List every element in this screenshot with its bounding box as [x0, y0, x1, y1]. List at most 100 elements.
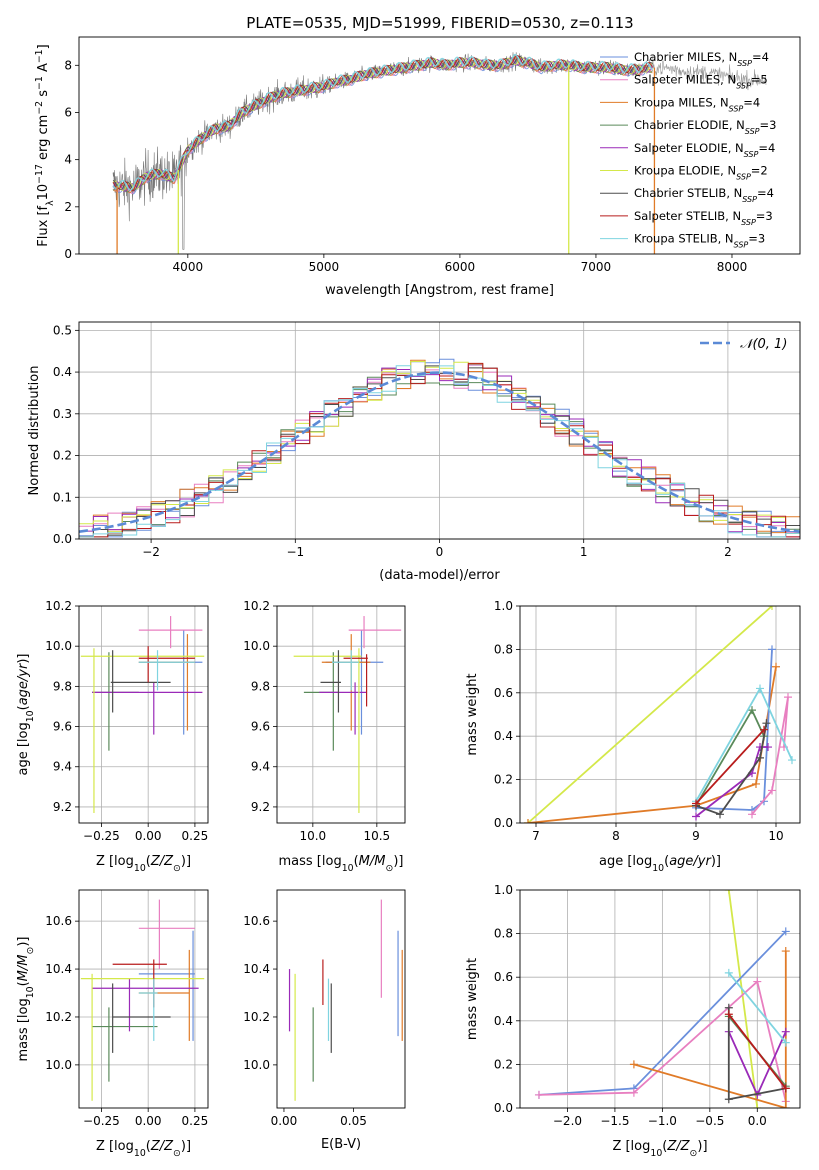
weight-marker [772, 662, 780, 671]
weight-line [728, 972, 787, 1044]
y-tick-label: 4 [64, 153, 72, 167]
axes-frame [78, 605, 209, 824]
model-spectrum-line [112, 58, 653, 195]
y-tick-label: 9.4 [53, 760, 72, 774]
x-axis-label: Z [log10(Z/Z⊙)] [612, 1139, 707, 1159]
weight-marker [788, 756, 796, 765]
x-tick-label: −1 [286, 545, 304, 559]
x-tick-label: 10.5 [363, 829, 390, 843]
y-tick-label: 10.2 [243, 599, 270, 613]
model-spectrum-line [112, 56, 653, 194]
plot-area [288, 899, 403, 1101]
axes-frame [519, 889, 801, 1109]
x-tick-label: −2.0 [553, 1114, 582, 1128]
plot-area [524, 606, 796, 823]
weight-marker [753, 1104, 762, 1108]
legend-label: Salpeter MILES, NSSP=5 [634, 73, 768, 91]
y-tick-label: 10.6 [243, 914, 270, 928]
x-tick-label: 8000 [717, 260, 748, 274]
y-axis-label: age [log10(age/yr)] [16, 653, 36, 775]
x-tick-label: 0.25 [182, 1114, 209, 1128]
normal-curve-line [79, 371, 800, 533]
x-tick-label: −2 [142, 545, 160, 559]
y-tick-label: 0.5 [53, 323, 72, 337]
y-tick-label: 0.8 [494, 642, 513, 656]
y-tick-label: 10.4 [243, 962, 270, 976]
y-tick-label: 0.2 [53, 449, 72, 463]
y-tick-label: 0.8 [494, 927, 513, 941]
residuals-panel: 𝒩(0, 1) −2 −1 0 1 2 0.0 0.1 0.2 0.3 0.4 0.5 (data-mo… [27, 321, 801, 583]
x-axis-label: Z [log10(Z/Z⊙)] [96, 854, 191, 874]
y-tick-label: 8 [64, 58, 72, 72]
weight-line [751, 696, 789, 815]
y-tick-label: 6 [64, 105, 72, 119]
weight-marker [692, 799, 700, 808]
y-tick-label: 9.8 [251, 679, 270, 693]
weight-marker [768, 645, 776, 654]
y-tick-label: 9.6 [251, 720, 270, 734]
weight-line [527, 666, 777, 823]
y-tick-label: 10.0 [243, 1058, 270, 1072]
y-axis-label: mass weight [465, 673, 480, 755]
x-tick-label: 6000 [445, 260, 476, 274]
y-tick-label: 9.8 [53, 679, 72, 693]
legend-label: 𝒩(0, 1) [740, 337, 787, 352]
x-tick-label: 0.05 [340, 1114, 367, 1128]
y-tick-label: 10.2 [243, 1010, 270, 1024]
y-tick-label: 10.4 [45, 962, 72, 976]
x-axis-label: E(B-V) [321, 1137, 361, 1152]
y-tick-label: 1.0 [494, 883, 513, 897]
y-tick-label: 9.2 [53, 800, 72, 814]
weight-marker [748, 810, 756, 819]
legend-label: Kroupa STELIB, NSSP=3 [634, 232, 765, 250]
weight-marker [724, 1095, 733, 1104]
weight-marker [629, 1060, 638, 1069]
legend-label: Chabrier MILES, NSSP=4 [634, 50, 769, 68]
weight-line [695, 729, 765, 805]
model-spectrum-line [112, 57, 653, 194]
mass-vs-extinction-panel: 0.00 0.05 10.0 10.2 10.4 10.6 E(B-V) [243, 889, 406, 1152]
model-spectrum-line [112, 57, 653, 192]
weight-line [527, 606, 773, 823]
y-axis-label: mass weight [465, 958, 480, 1040]
weight-marker [534, 1090, 543, 1099]
weight-marker [724, 1010, 733, 1019]
y-tick-label: 0 [64, 247, 72, 261]
weight-line [538, 979, 787, 1102]
spectrum-data-line [112, 52, 644, 250]
x-tick-label: −0.25 [83, 1114, 120, 1128]
x-axis-label: age [log10(age/yr)] [599, 854, 721, 874]
weight-marker [756, 753, 764, 762]
weight-vs-metallicity-panel: −2.0 −1.5 −1.0 −0.5 0.0 0.0 0.2 0.4 0.6 0.8 1.0 Z [… [465, 883, 801, 1159]
weight-marker [692, 812, 700, 821]
weight-marker [760, 725, 768, 734]
axes-frame [78, 36, 801, 255]
y-tick-label: 9.6 [53, 720, 72, 734]
x-tick-label: 4000 [173, 260, 204, 274]
weight-marker [724, 968, 733, 977]
weight-marker [629, 1088, 638, 1097]
x-tick-label: 0.00 [135, 1114, 162, 1128]
x-tick-label: 1 [580, 545, 588, 559]
y-tick-label: 0.4 [494, 729, 513, 743]
weight-line [695, 686, 793, 802]
plot-area [112, 52, 767, 254]
histogram-line [79, 364, 800, 538]
y-axis-label: Flux [fλ10−17 erg cm−2 s−1 A−1] [34, 44, 56, 246]
model-spectrum-line [112, 57, 653, 193]
legend-label: Salpeter STELIB, NSSP=3 [634, 209, 773, 227]
weight-marker [764, 743, 772, 752]
y-tick-label: 0.0 [494, 816, 513, 830]
weight-marker [784, 693, 792, 702]
y-tick-label: 10.0 [45, 1058, 72, 1072]
histogram-line [79, 358, 800, 538]
y-tick-label: 0.1 [53, 490, 72, 504]
axes-frame [78, 889, 209, 1109]
y-tick-label: 10.6 [45, 914, 72, 928]
weight-line [727, 890, 759, 1108]
y-tick-label: 0.0 [494, 1101, 513, 1115]
x-tick-label: 0.00 [135, 829, 162, 843]
plot-area [79, 358, 800, 538]
x-tick-label: 0 [436, 545, 444, 559]
